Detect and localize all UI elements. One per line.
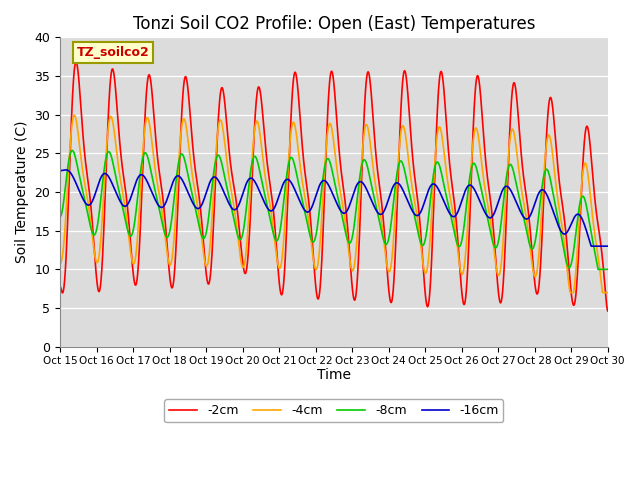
-4cm [290, 120, 298, 126]
-2cm [119, 168, 127, 174]
-8cm [266, 217, 274, 223]
-16cm [152, 197, 159, 203]
-16cm [593, 243, 601, 249]
-16cm [534, 192, 542, 197]
-8cm [68, 147, 76, 153]
-4cm [152, 167, 159, 173]
-4cm [70, 112, 78, 118]
-2cm [604, 308, 612, 314]
-8cm [152, 188, 159, 194]
-8cm [604, 266, 612, 272]
-2cm [534, 288, 542, 294]
-8cm [119, 205, 127, 211]
-4cm [119, 191, 127, 196]
Line: -16cm: -16cm [60, 170, 608, 246]
X-axis label: Time: Time [317, 368, 351, 382]
Legend: -2cm, -4cm, -8cm, -16cm: -2cm, -4cm, -8cm, -16cm [164, 399, 504, 422]
-4cm [566, 290, 574, 296]
-4cm [266, 204, 274, 210]
Y-axis label: Soil Temperature (C): Soil Temperature (C) [15, 121, 29, 263]
-16cm [62, 167, 70, 173]
-4cm [593, 249, 601, 254]
-16cm [266, 208, 274, 214]
-16cm [604, 243, 612, 249]
Text: TZ_soilco2: TZ_soilco2 [77, 46, 149, 59]
Line: -8cm: -8cm [60, 150, 608, 269]
-8cm [534, 217, 542, 223]
-8cm [290, 160, 298, 166]
-2cm [290, 72, 298, 78]
Line: -4cm: -4cm [60, 115, 608, 293]
-16cm [290, 185, 298, 191]
-2cm [593, 216, 601, 221]
-16cm [588, 243, 595, 249]
-8cm [56, 214, 64, 220]
Line: -2cm: -2cm [60, 62, 608, 311]
-2cm [72, 59, 80, 65]
-4cm [534, 259, 542, 264]
-8cm [593, 263, 601, 268]
-8cm [594, 266, 602, 272]
-2cm [152, 130, 159, 136]
-4cm [604, 290, 612, 296]
-16cm [119, 202, 127, 208]
Title: Tonzi Soil CO2 Profile: Open (East) Temperatures: Tonzi Soil CO2 Profile: Open (East) Temp… [132, 15, 535, 33]
-16cm [56, 168, 64, 173]
-4cm [56, 261, 64, 267]
-2cm [266, 183, 274, 189]
-2cm [56, 284, 64, 289]
